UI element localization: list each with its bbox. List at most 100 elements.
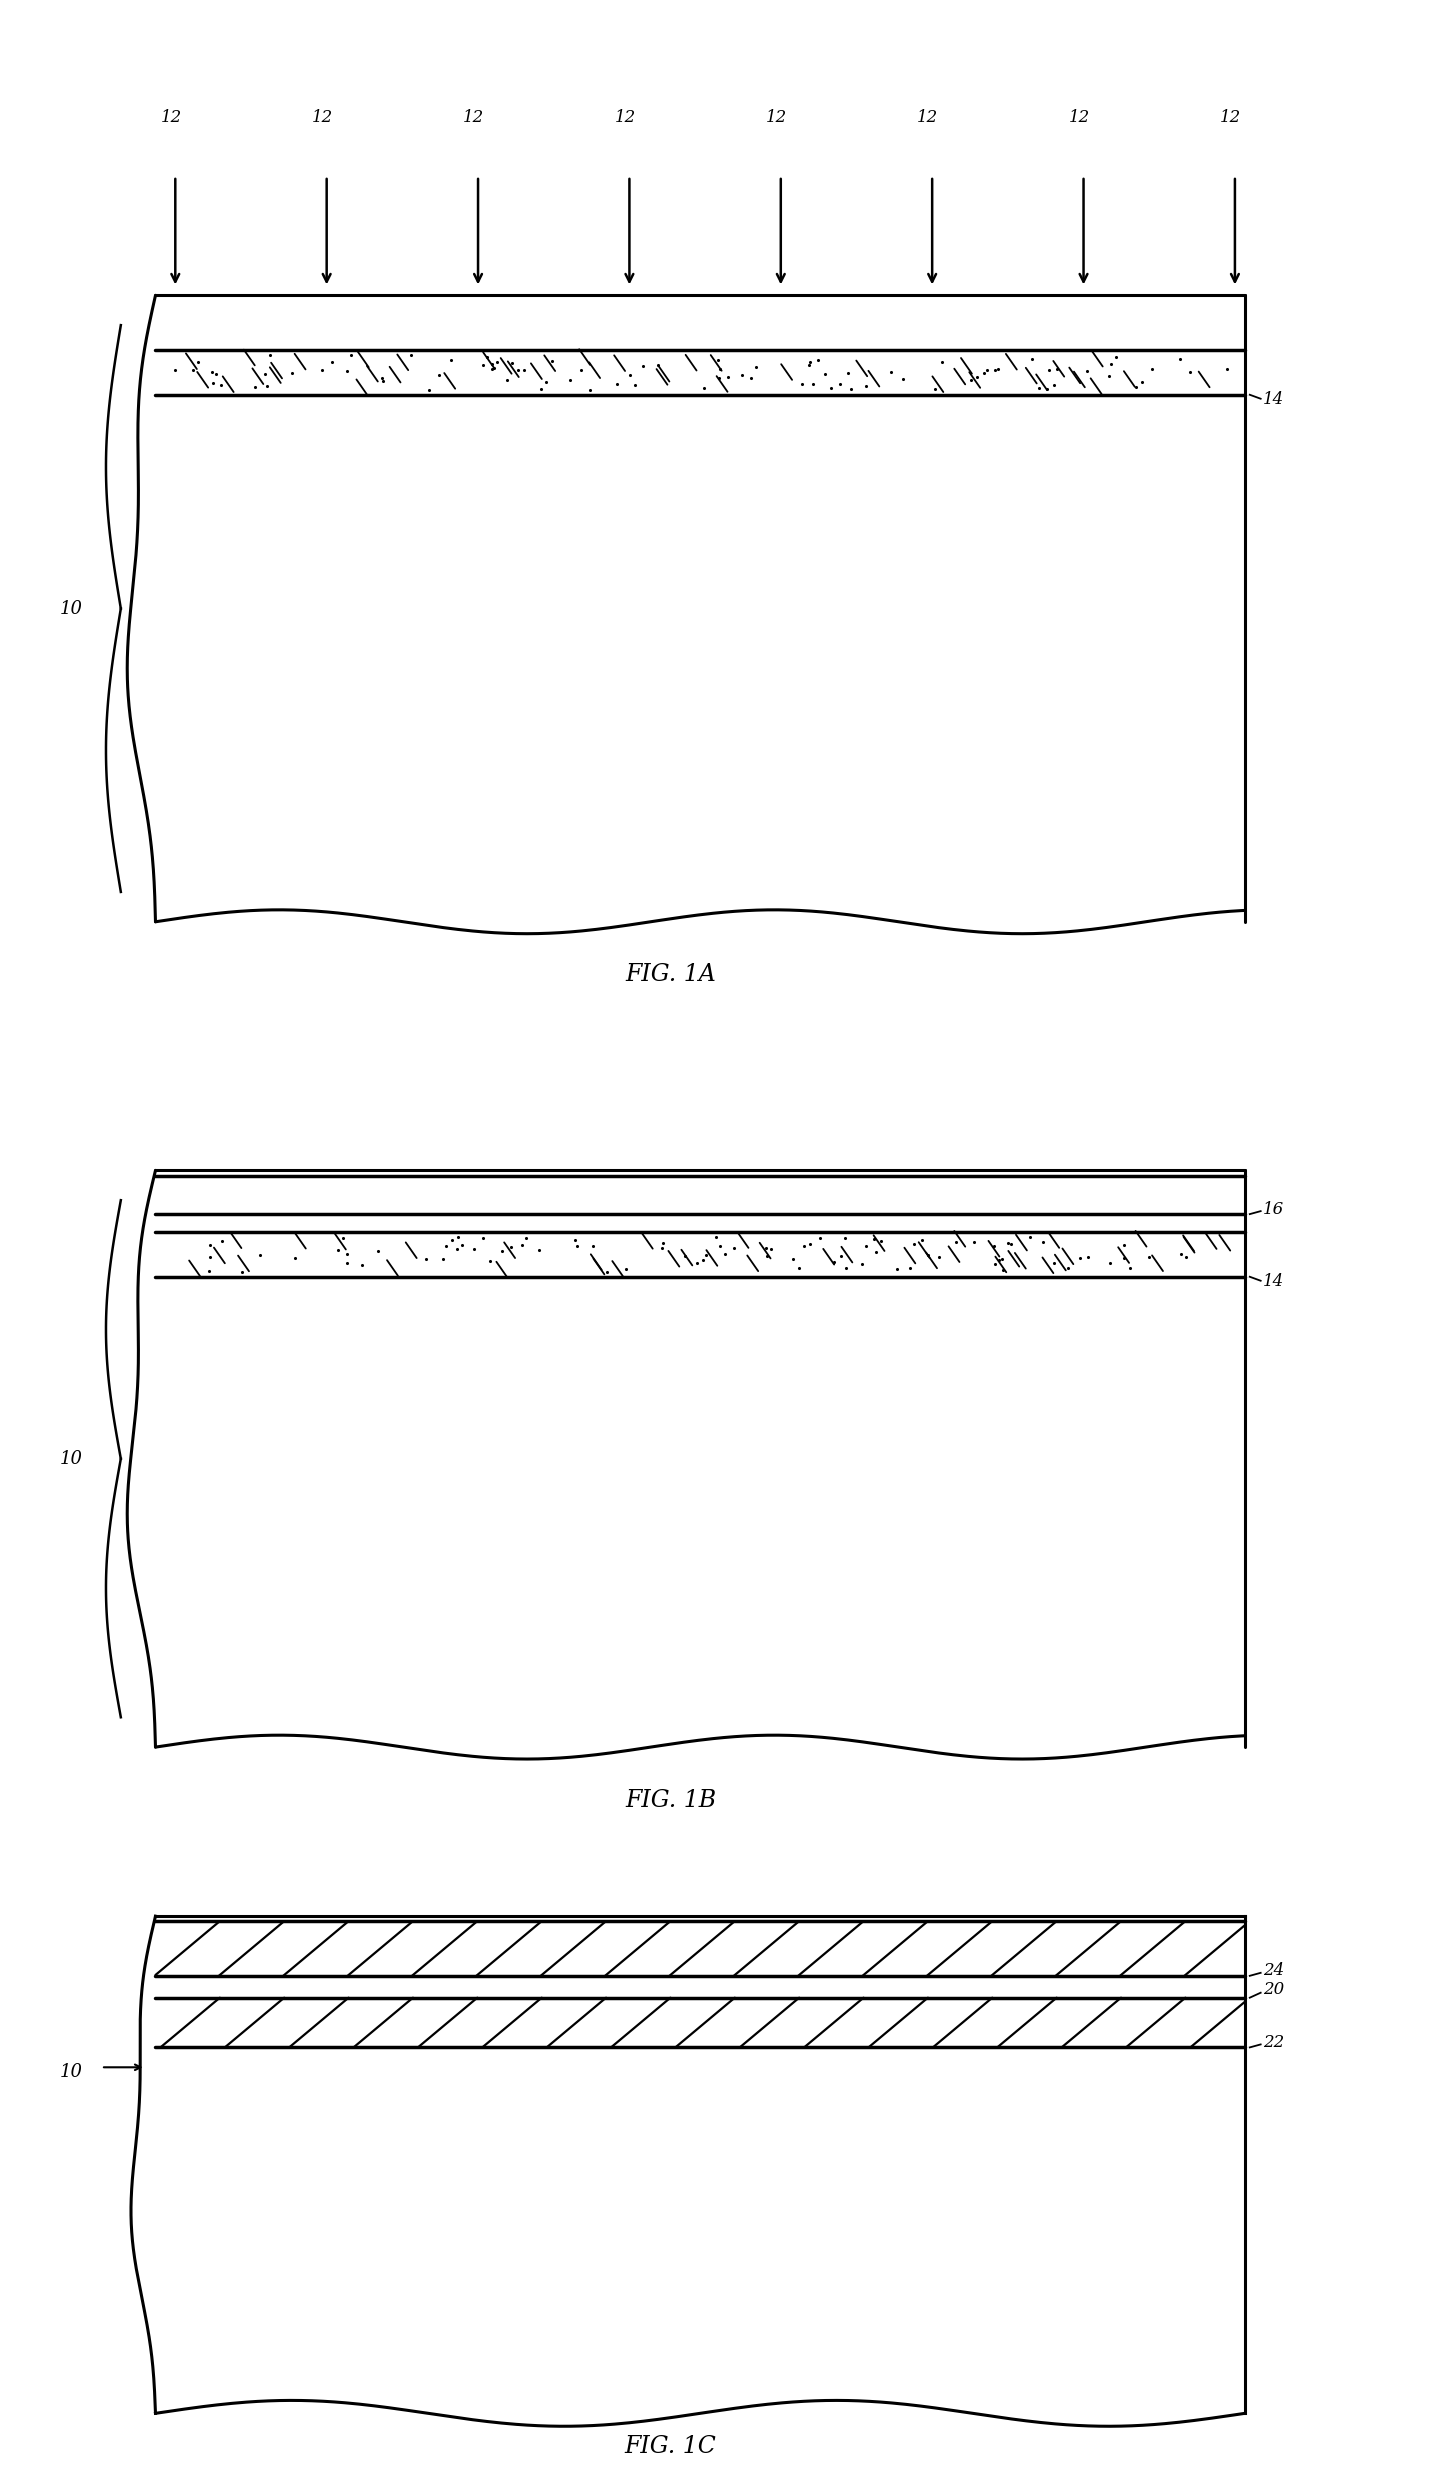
Point xyxy=(806,341,829,380)
Point xyxy=(713,1235,736,1275)
Point xyxy=(1131,363,1154,403)
Text: 14: 14 xyxy=(1263,1272,1285,1289)
Point xyxy=(899,1247,922,1287)
Point xyxy=(975,351,998,390)
Point xyxy=(284,1237,306,1277)
Point xyxy=(673,1235,696,1275)
Point xyxy=(475,338,498,378)
Point xyxy=(991,1240,1014,1279)
Point xyxy=(337,1235,359,1275)
Point xyxy=(579,370,601,410)
Point xyxy=(792,1225,815,1265)
Point xyxy=(822,1242,845,1282)
Point xyxy=(798,343,821,383)
Point xyxy=(809,1218,832,1257)
Text: 10: 10 xyxy=(60,2062,83,2082)
Point xyxy=(1075,351,1098,390)
Point xyxy=(564,1220,587,1260)
Point xyxy=(536,363,558,403)
Point xyxy=(243,368,266,408)
Point xyxy=(463,1230,485,1270)
Text: 20: 20 xyxy=(1263,1981,1285,1998)
Point xyxy=(1045,348,1068,388)
Point xyxy=(855,366,878,405)
Point xyxy=(450,1225,473,1265)
Point xyxy=(1169,338,1191,378)
Point xyxy=(862,1220,885,1260)
Point xyxy=(514,1218,537,1257)
Point xyxy=(441,1220,464,1260)
Point xyxy=(1020,338,1042,378)
Point xyxy=(695,1235,717,1275)
Point xyxy=(967,356,990,395)
Point xyxy=(902,1225,925,1265)
Point xyxy=(885,1250,908,1289)
Point xyxy=(692,368,715,408)
Point xyxy=(790,366,813,405)
Point xyxy=(259,336,282,375)
Text: 12: 12 xyxy=(766,109,788,126)
Point xyxy=(253,356,276,395)
Point xyxy=(447,1218,470,1257)
Text: 12: 12 xyxy=(918,109,938,126)
Text: 12: 12 xyxy=(160,109,182,126)
Point xyxy=(723,1228,746,1267)
Point xyxy=(916,1235,939,1275)
Point xyxy=(707,348,730,388)
Point xyxy=(707,358,730,398)
Point xyxy=(931,343,954,383)
Point xyxy=(209,366,232,405)
Point xyxy=(211,1223,233,1262)
Point xyxy=(471,346,494,385)
Point xyxy=(335,351,358,390)
Point xyxy=(984,351,1007,390)
Point xyxy=(1118,1247,1141,1287)
Point xyxy=(692,1240,715,1279)
Point xyxy=(1098,1242,1121,1282)
Point xyxy=(1113,1225,1136,1265)
Point xyxy=(1075,1237,1098,1277)
Point xyxy=(1140,351,1163,390)
Point xyxy=(326,1230,349,1270)
Point xyxy=(984,1245,1007,1284)
Point xyxy=(997,1223,1020,1262)
Text: 12: 12 xyxy=(463,109,484,126)
Point xyxy=(530,370,553,410)
Point xyxy=(558,361,581,400)
Text: 10: 10 xyxy=(60,1450,83,1467)
Point xyxy=(632,346,654,385)
Point xyxy=(709,1225,732,1265)
Point xyxy=(400,336,422,375)
Point xyxy=(163,351,186,390)
Point xyxy=(745,348,768,388)
Point xyxy=(839,368,862,408)
Point xyxy=(1124,366,1147,405)
Point xyxy=(198,1237,221,1277)
Point xyxy=(435,1225,458,1265)
Point xyxy=(1068,1240,1091,1279)
Point xyxy=(511,1225,534,1265)
Point xyxy=(500,343,523,383)
Point xyxy=(650,1228,673,1267)
Point xyxy=(972,353,995,393)
Point xyxy=(730,356,753,395)
Point xyxy=(851,1245,874,1284)
Point xyxy=(959,361,982,400)
Point xyxy=(199,1225,222,1265)
Text: 12: 12 xyxy=(614,109,636,126)
Point xyxy=(1169,1235,1191,1275)
Text: 10: 10 xyxy=(60,600,83,618)
Point xyxy=(1174,1237,1197,1277)
Text: 24: 24 xyxy=(1263,1961,1285,1978)
Point xyxy=(205,353,228,393)
Point xyxy=(755,1228,778,1267)
Point xyxy=(418,370,441,410)
Point xyxy=(332,1218,355,1257)
Point xyxy=(371,358,394,398)
Point xyxy=(481,343,504,383)
Point xyxy=(1037,351,1060,390)
Point xyxy=(924,368,947,408)
Point xyxy=(431,1240,454,1279)
Text: 22: 22 xyxy=(1263,2033,1285,2050)
Point xyxy=(440,341,463,380)
